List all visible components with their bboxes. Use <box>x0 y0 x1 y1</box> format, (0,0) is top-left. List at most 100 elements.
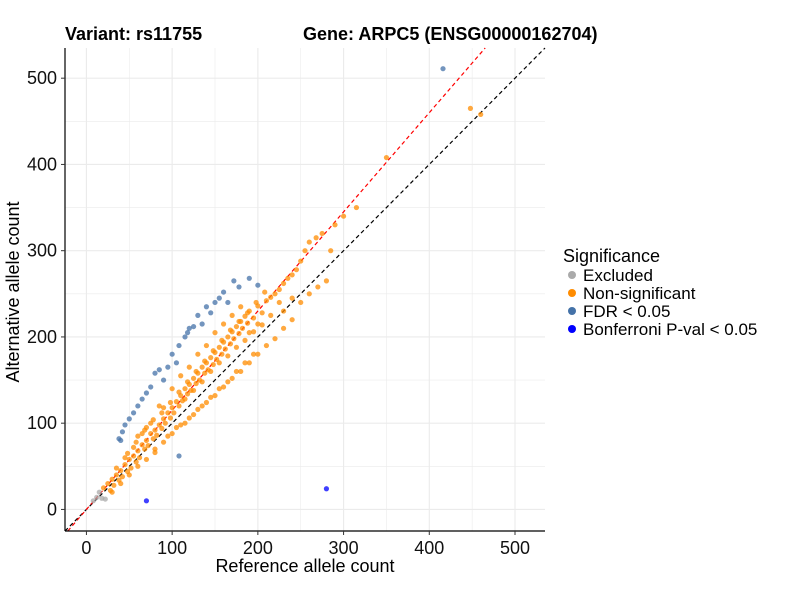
data-point <box>276 286 282 293</box>
data-point <box>272 336 278 342</box>
legend-label: FDR < 0.05 <box>583 302 670 321</box>
data-point <box>225 353 231 359</box>
data-point <box>280 280 287 287</box>
data-point <box>323 486 330 492</box>
data-point <box>306 239 312 245</box>
data-point <box>289 317 295 323</box>
data-point <box>203 399 210 406</box>
data-point <box>220 321 227 327</box>
data-point <box>176 403 182 409</box>
data-point <box>190 375 197 381</box>
data-point <box>143 456 150 463</box>
data-point <box>340 213 347 219</box>
data-point <box>160 439 167 445</box>
data-point <box>152 449 158 456</box>
y-tick-label: 500 <box>27 68 57 88</box>
data-point <box>203 342 210 349</box>
data-point <box>94 494 100 500</box>
data-point <box>225 334 231 340</box>
data-point <box>216 344 222 350</box>
data-point <box>118 468 124 474</box>
data-point <box>298 299 304 306</box>
data-point <box>220 384 227 390</box>
data-point <box>109 489 115 495</box>
data-point <box>236 318 242 325</box>
data-point <box>169 430 175 437</box>
data-point <box>233 368 240 375</box>
data-point <box>130 444 137 450</box>
data-point <box>176 342 182 349</box>
x-tick-label: 300 <box>329 538 359 558</box>
data-point <box>225 379 231 385</box>
data-point <box>440 66 446 72</box>
data-point <box>165 364 171 370</box>
data-point <box>195 406 201 412</box>
data-point <box>159 425 165 431</box>
data-point <box>169 386 175 392</box>
data-point <box>118 480 124 487</box>
data-point <box>135 433 141 439</box>
legend-key-2 <box>568 307 576 315</box>
data-point <box>135 403 141 409</box>
data-point <box>263 342 270 349</box>
data-point <box>160 405 167 411</box>
data-point <box>199 321 205 327</box>
x-tick-label: 400 <box>414 538 444 558</box>
y-tick-label: 300 <box>27 241 57 261</box>
data-point <box>212 392 218 399</box>
data-point <box>208 355 214 361</box>
data-point <box>150 417 156 423</box>
data-point <box>139 396 145 402</box>
identity-reference-line <box>64 47 546 532</box>
series-non-significant <box>100 105 484 495</box>
data-point <box>467 105 474 111</box>
data-point <box>143 437 150 444</box>
data-point <box>313 235 319 241</box>
data-point <box>135 463 141 469</box>
data-point <box>383 154 390 161</box>
data-point <box>178 422 184 428</box>
data-point <box>152 427 158 433</box>
data-point <box>184 379 191 385</box>
x-tick-label: 0 <box>81 538 91 558</box>
data-point <box>246 275 252 281</box>
data-point <box>298 258 304 264</box>
data-point <box>199 379 205 385</box>
axes: 0 100 200 300 400 500 0 100 200 300 400 500 <box>27 48 545 558</box>
data-point <box>236 330 242 337</box>
data-point <box>113 465 120 471</box>
data-point <box>202 358 208 364</box>
data-point <box>118 437 124 444</box>
data-point <box>315 284 321 290</box>
data-point <box>268 312 274 318</box>
series-excluded <box>90 489 108 504</box>
data-point <box>199 403 205 409</box>
data-point <box>227 341 234 347</box>
data-point <box>171 410 177 416</box>
data-point <box>236 284 242 290</box>
data-point <box>122 455 128 461</box>
data-point <box>119 474 126 480</box>
variant-title: Variant: rs11755 <box>65 24 203 44</box>
data-point <box>100 485 107 491</box>
data-point <box>193 368 199 375</box>
data-point <box>130 453 137 459</box>
data-point <box>229 375 235 381</box>
x-tick-label: 500 <box>500 538 530 558</box>
data-point <box>259 322 265 328</box>
data-point <box>145 443 151 449</box>
x-axis-title: Reference allele count <box>215 556 394 576</box>
data-point <box>190 411 197 418</box>
data-point <box>353 204 360 211</box>
data-point <box>182 420 188 426</box>
data-point <box>159 410 165 416</box>
data-point <box>154 432 160 438</box>
data-point <box>186 415 192 421</box>
data-point <box>242 337 248 343</box>
data-point <box>193 380 199 387</box>
data-point <box>182 334 188 340</box>
data-point <box>306 291 312 297</box>
data-point <box>165 433 171 439</box>
data-point <box>216 295 222 301</box>
data-point <box>165 410 171 416</box>
